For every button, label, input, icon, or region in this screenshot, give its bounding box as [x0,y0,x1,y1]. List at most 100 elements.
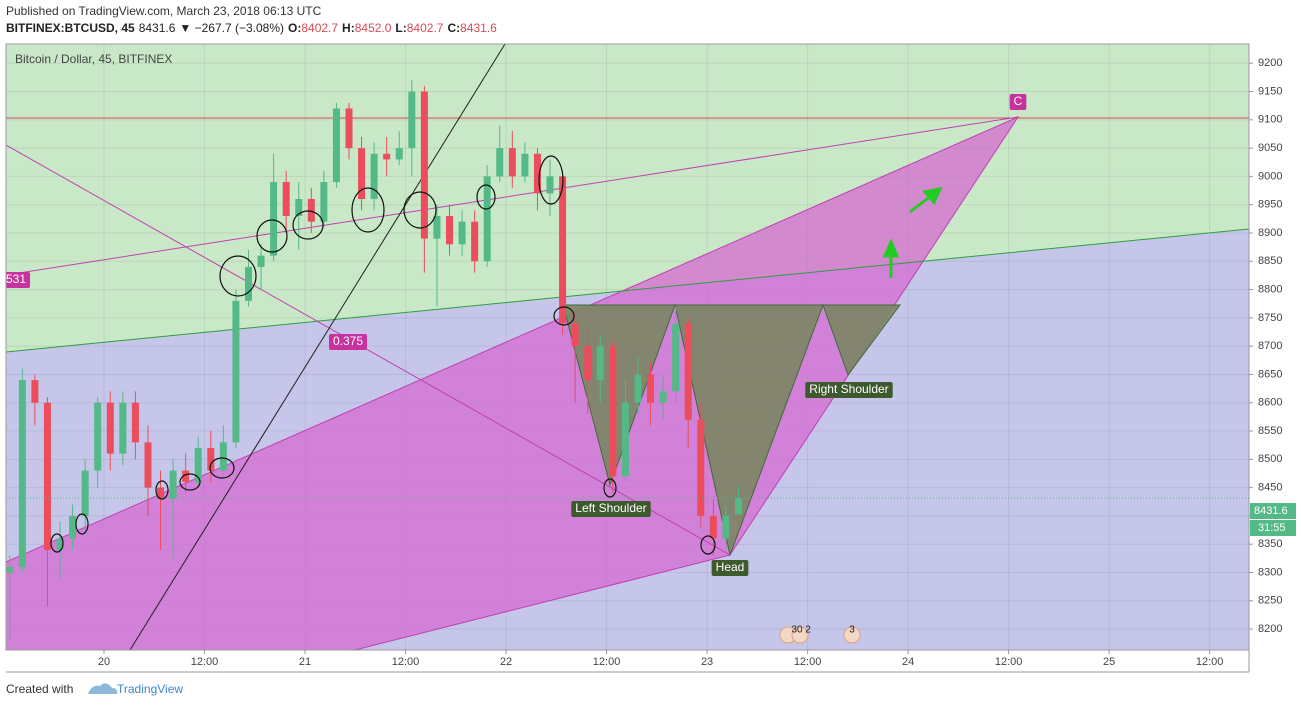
candle-body [81,470,89,516]
circle-mark [553,306,575,326]
candle-body [6,566,14,573]
candle-body [244,266,252,301]
arrow-head [882,238,900,258]
event-flag [791,626,809,644]
candle-body [144,442,152,488]
annotation-box [711,560,749,576]
y-tick-label: 8200 [1258,623,1282,635]
candle-body [94,402,102,471]
header-text: 8431.6 [460,21,497,35]
header-text: H: [342,21,355,35]
candle-body [131,402,139,443]
candle-body [43,402,51,550]
header-text: 8402.7 [301,21,338,35]
circle-mark [700,535,716,555]
candle-body [370,153,378,200]
circle-mark [179,473,201,491]
y-tick-label: 8650 [1258,368,1282,380]
circle-mark [256,219,288,253]
y-tick-label: 8550 [1258,425,1282,437]
x-tick-label: 22 [500,656,512,668]
candle-body [483,176,491,262]
header-text: 8452.0 [355,21,392,35]
annotation-label: Left Shoulder [575,501,646,515]
candle-body [106,402,114,454]
candle-body [307,199,315,222]
candle-body [584,346,592,381]
candle-body [182,470,190,482]
annotation-label: Right Shoulder [809,382,888,396]
y-tick-label: 8500 [1258,453,1282,465]
annotation-label: 0.375 [333,334,363,348]
y-tick-label: 9000 [1258,170,1282,182]
arrows [882,186,943,278]
annotations: 531 0.375 C Left Shoulder Head Right Shoulder… [6,94,1027,644]
candle-body [282,182,290,217]
annotation-box [328,334,368,350]
y-tick-label: 8750 [1258,312,1282,324]
header-text: O: [288,21,301,35]
circle-mark [75,513,89,535]
y-tick-label: 9200 [1258,57,1282,69]
y-tick-label: 8250 [1258,595,1282,607]
circle-mark [292,210,324,240]
candle-body [383,153,391,160]
candle-body [56,538,64,550]
candle-body [270,182,278,256]
annotation-box [571,501,651,517]
y-tick-label: 8950 [1258,199,1282,211]
y-tick-label: 9100 [1258,114,1282,126]
event-flag [843,626,861,644]
trendline-pink [6,116,1019,276]
candle-body [31,380,39,403]
candle-body [508,148,516,177]
candle-body [219,442,227,471]
candle-body [169,470,177,499]
candle-body [596,346,604,381]
y-tick-label: 8450 [1258,482,1282,494]
trendline-black [129,44,506,650]
annotation-label: 531 [6,272,26,286]
candle-body [345,108,353,149]
candle-body [395,148,403,160]
pitchfork-zone [6,115,1020,650]
y-tick-label: 8700 [1258,340,1282,352]
candle-body [546,176,554,194]
y-tick-label: 8800 [1258,283,1282,295]
candle-body [207,448,215,471]
candle-body [571,323,579,347]
candle-body [358,148,366,200]
circle-mark [538,155,564,205]
candle-body [621,402,629,477]
candle-body [18,380,26,567]
last-price-label: 8431.6 [1254,505,1288,517]
candle-body [609,346,617,477]
candles [6,80,1249,641]
trendline [6,228,1249,353]
y-tick-label: 8350 [1258,538,1282,550]
y-tick-label: 8300 [1258,566,1282,578]
x-tick-label: 12:00 [995,656,1023,668]
arrow-head [922,186,943,205]
published: Published on TradingView.com, March 23, … [6,4,322,18]
x-tick-label: 24 [902,656,914,668]
x-tick-label: 12:00 [794,656,822,668]
candle-body [232,300,240,443]
plot: Bitcoin / Dollar, 45, BITFINEX 531 0.375 C… [6,44,1249,650]
candle-body [332,108,340,183]
annotation-box [6,272,31,288]
footer-brand[interactable]: TradingView [117,682,183,696]
y-tick-label: 8900 [1258,227,1282,239]
y-tick-label: 9050 [1258,142,1282,154]
circle-mark [50,533,64,553]
x-tick-label: 12:00 [392,656,420,668]
circle-mark [155,480,169,500]
annotation-label: Head [716,560,745,574]
fib-line [6,144,731,556]
countdown-box [1250,520,1296,537]
header-text: C: [447,21,460,35]
candle-body [684,323,692,420]
head-shoulders-pattern [562,303,901,557]
